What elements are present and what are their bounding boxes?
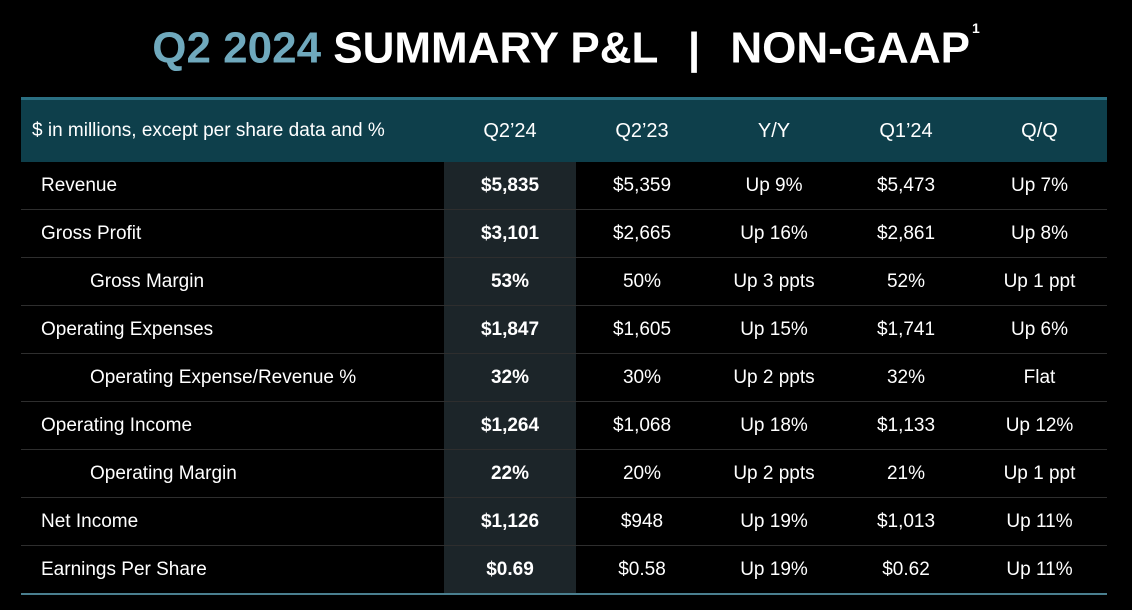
cell-q1-24: $2,861 [840, 209, 972, 258]
table-row: Net Income $1,126 $948 Up 19% $1,013 Up 11% [21, 497, 1107, 546]
row-label: Operating Expense/Revenue % [21, 353, 444, 402]
pl-table: $ in millions, except per share data and… [21, 97, 1107, 595]
cell-yoy: Up 19% [708, 497, 840, 546]
title-footnote-marker: 1 [971, 20, 980, 36]
cell-q2-23: 30% [576, 353, 708, 402]
title-period: Q2 2024 [152, 23, 322, 73]
cell-q1-24: 52% [840, 257, 972, 306]
cell-q2-24: 32% [444, 353, 576, 402]
cell-qoq: Up 1 ppt [972, 449, 1107, 498]
row-label: Operating Margin [21, 449, 444, 498]
cell-q2-23: $1,068 [576, 401, 708, 450]
header-description: $ in millions, except per share data and… [32, 120, 385, 141]
cell-q1-24: 32% [840, 353, 972, 402]
row-label: Gross Margin [21, 257, 444, 306]
cell-yoy: Up 18% [708, 401, 840, 450]
row-label: Operating Expenses [21, 305, 444, 354]
cell-qoq: Up 11% [972, 545, 1107, 595]
cell-qoq: Up 11% [972, 497, 1107, 546]
cell-q2-23: $0.58 [576, 545, 708, 595]
cell-q2-24: $3,101 [444, 209, 576, 258]
row-label: Gross Profit [21, 209, 444, 258]
header-q1-24: Q1’24 [879, 119, 933, 142]
table-row: Operating Margin 22% 20% Up 2 ppts 21% Up 1 p… [21, 449, 1107, 498]
row-label: Revenue [21, 162, 444, 210]
title-suffix: NON-GAAP [730, 23, 970, 73]
cell-q2-24: $1,126 [444, 497, 576, 546]
cell-q1-24: $1,013 [840, 497, 972, 546]
cell-q2-24: $0.69 [444, 545, 576, 595]
table-header: $ in millions, except per share data and… [21, 98, 1107, 162]
cell-q2-23: 20% [576, 449, 708, 498]
header-q2-24: Q2’24 [483, 119, 537, 142]
header-row: $ in millions, except per share data and… [21, 98, 1107, 162]
table-row: Gross Margin 53% 50% Up 3 ppts 52% Up 1 ppt [21, 257, 1107, 306]
cell-q2-23: $5,359 [576, 162, 708, 210]
table-row: Earnings Per Share $0.69 $0.58 Up 19% $0.62 U… [21, 545, 1107, 595]
cell-yoy: Up 9% [708, 162, 840, 210]
cell-qoq: Up 1 ppt [972, 257, 1107, 306]
cell-qoq: Up 6% [972, 305, 1107, 354]
cell-q2-24: $1,847 [444, 305, 576, 354]
title-separator: | [687, 23, 701, 73]
cell-qoq: Up 7% [972, 162, 1107, 210]
cell-q2-24: 53% [444, 257, 576, 306]
cell-q2-23: $2,665 [576, 209, 708, 258]
table-row: Operating Expense/Revenue % 32% 30% Up 2 pp… [21, 353, 1107, 402]
cell-yoy: Up 16% [708, 209, 840, 258]
cell-q1-24: 21% [840, 449, 972, 498]
pl-table-container: $ in millions, except per share data and… [21, 97, 1107, 595]
table-body: Revenue $5,835 $5,359 Up 9% $5,473 Up 7% Gross… [21, 162, 1107, 595]
cell-q2-23: $948 [576, 497, 708, 546]
row-label: Earnings Per Share [21, 545, 444, 595]
table-row: Operating Expenses $1,847 $1,605 Up 15% $1,7… [21, 305, 1107, 354]
slide-title: Q2 2024 SUMMARY P&L | NON-GAAP 1 [0, 16, 1132, 75]
cell-yoy: Up 3 ppts [708, 257, 840, 306]
table-row: Operating Income $1,264 $1,068 Up 18% $1,133… [21, 401, 1107, 450]
cell-yoy: Up 2 ppts [708, 353, 840, 402]
cell-q2-24: $1,264 [444, 401, 576, 450]
cell-yoy: Up 2 ppts [708, 449, 840, 498]
cell-q1-24: $0.62 [840, 545, 972, 595]
header-q2-23: Q2’23 [615, 119, 669, 142]
cell-q2-23: 50% [576, 257, 708, 306]
cell-q1-24: $1,133 [840, 401, 972, 450]
cell-q1-24: $5,473 [840, 162, 972, 210]
cell-qoq: Flat [972, 353, 1107, 402]
cell-q2-24: $5,835 [444, 162, 576, 210]
cell-yoy: Up 15% [708, 305, 840, 354]
row-label: Operating Income [21, 401, 444, 450]
table-row: Revenue $5,835 $5,359 Up 9% $5,473 Up 7% [21, 162, 1107, 210]
header-yoy: Y/Y [757, 119, 791, 142]
table-row: Gross Profit $3,101 $2,665 Up 16% $2,861 Up 8… [21, 209, 1107, 258]
cell-q2-23: $1,605 [576, 305, 708, 354]
cell-q2-24: 22% [444, 449, 576, 498]
cell-qoq: Up 12% [972, 401, 1107, 450]
row-label: Net Income [21, 497, 444, 546]
cell-qoq: Up 8% [972, 209, 1107, 258]
header-qoq: Q/Q [1021, 119, 1058, 142]
title-main: SUMMARY P&L [333, 23, 658, 73]
cell-q1-24: $1,741 [840, 305, 972, 354]
cell-yoy: Up 19% [708, 545, 840, 595]
